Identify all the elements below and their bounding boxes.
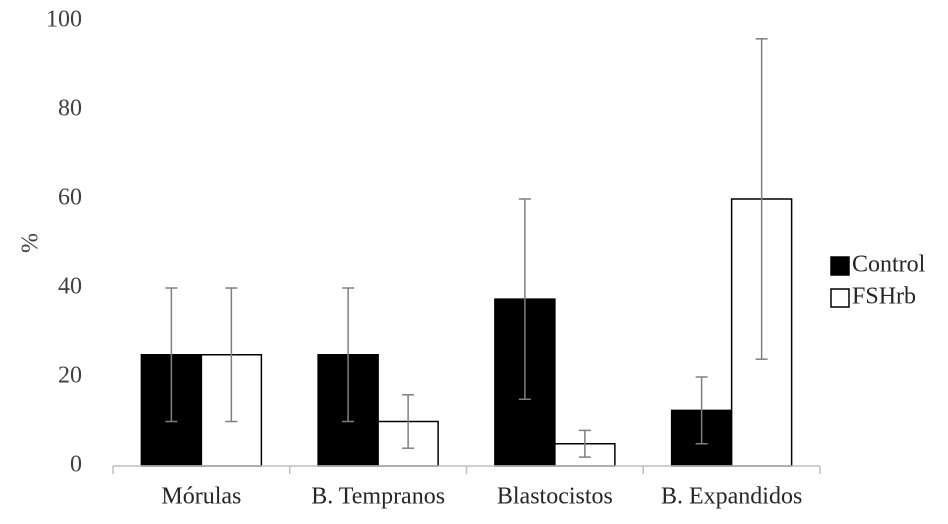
bars-group bbox=[140, 198, 793, 467]
x-category-label: Mórulas bbox=[161, 484, 241, 510]
legend-label: Control bbox=[852, 252, 926, 278]
y-axis-label: % bbox=[18, 233, 44, 253]
legend: Control FSHrb bbox=[830, 252, 926, 310]
y-tick-label: 20 bbox=[58, 363, 82, 389]
x-category-label: B. Tempranos bbox=[311, 484, 445, 510]
x-axis-ticks bbox=[112, 466, 821, 474]
y-tick-label: 80 bbox=[58, 96, 82, 122]
legend-swatch bbox=[830, 256, 850, 276]
y-tick-label: 60 bbox=[58, 185, 82, 211]
error-bars-group bbox=[165, 38, 768, 458]
x-category-label: Blastocistos bbox=[497, 484, 613, 510]
y-tick-label: 100 bbox=[46, 7, 82, 33]
x-category-label: B. Expandidos bbox=[661, 484, 802, 510]
y-tick-label: 40 bbox=[58, 274, 82, 300]
legend-swatch bbox=[830, 288, 850, 308]
x-axis-category-labels: Mórulas B. Tempranos Blastocistos B. Expand… bbox=[161, 484, 802, 510]
legend-label: FSHrb bbox=[852, 284, 916, 310]
y-axis-tick-labels: 0 20 40 60 80 100 bbox=[46, 7, 82, 478]
y-tick-label: 0 bbox=[70, 452, 82, 478]
